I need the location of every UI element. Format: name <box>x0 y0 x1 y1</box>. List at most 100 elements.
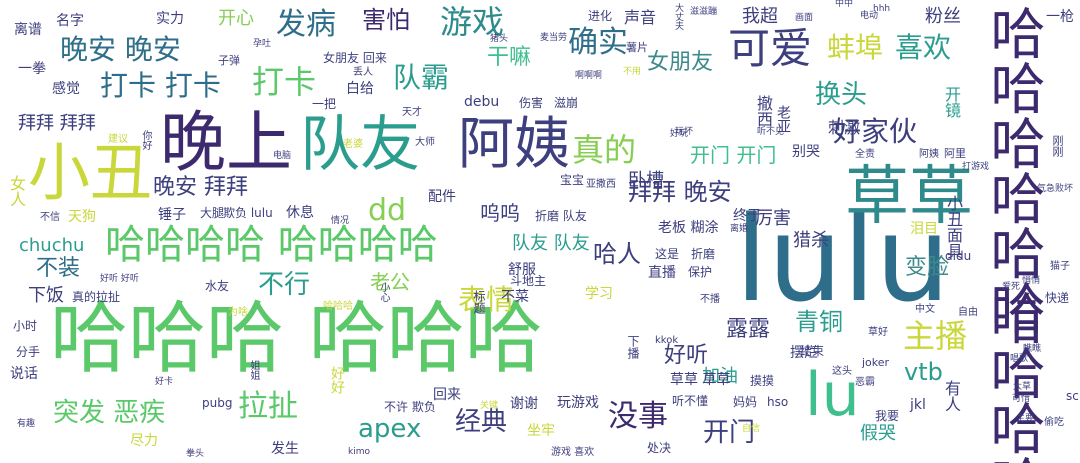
word: 有趣 <box>17 419 36 429</box>
word: 真的 <box>572 131 637 169</box>
word: 不许 欺负 <box>384 400 436 414</box>
word: 快递 <box>1045 291 1070 305</box>
word: 好家伙 <box>833 115 918 148</box>
word: 大丈夫 <box>673 3 683 30</box>
word: 呜呜 <box>480 201 520 225</box>
word: 草草 草草 <box>670 372 731 388</box>
word: 斗地主 <box>510 274 547 288</box>
word: 锤子 <box>158 207 186 223</box>
word: 女人 <box>7 175 26 207</box>
word: apex <box>358 414 422 444</box>
word: 猪头 <box>490 34 509 44</box>
word: 麦当劳 <box>540 33 568 43</box>
word: 拜拜 拜拜 <box>18 113 96 134</box>
word: 偷吃 <box>1044 417 1064 428</box>
word: 回来 <box>433 387 461 403</box>
word: dd <box>368 193 407 228</box>
word: 好听 <box>664 343 709 368</box>
word: 猫子 <box>1050 261 1070 272</box>
word: 我超 <box>742 6 778 27</box>
word: 标题 <box>472 290 486 314</box>
word: 卧槽 <box>628 170 664 191</box>
word: 阿姨 <box>919 149 939 160</box>
word: 不装 <box>36 256 81 281</box>
word: lu <box>805 360 860 430</box>
word: 折磨 队友 <box>535 209 587 223</box>
word: 刚刚 <box>1051 135 1064 157</box>
word: 滋崩 <box>554 96 579 110</box>
word: 为啥 <box>228 307 248 318</box>
word: 这头 <box>832 366 852 377</box>
word: 小心 <box>378 282 389 302</box>
word: 大腿 <box>200 206 225 220</box>
word: 滋滋蹦 <box>690 7 718 17</box>
word: 直播 <box>648 265 676 281</box>
word: 下播 <box>626 335 640 359</box>
word: didu <box>945 249 972 263</box>
word: 队霸 <box>393 61 450 94</box>
word: 游戏 喜欢 <box>551 447 595 458</box>
word: 电动 <box>860 11 879 21</box>
word: 你好 <box>140 130 151 150</box>
word: 老亚 <box>775 105 791 133</box>
word: 拜拜 晚安 <box>628 178 732 206</box>
word: sc <box>1066 389 1079 403</box>
word: 打游戏 <box>962 162 990 172</box>
word: 撤西 <box>754 95 773 127</box>
word: 学习 <box>585 286 613 302</box>
word: 确实 <box>568 25 628 60</box>
word: 情况 <box>331 216 350 226</box>
word: 摆烂 <box>790 345 818 361</box>
word: 泪目 <box>910 221 938 237</box>
word: 女朋友 回来 <box>323 51 387 65</box>
word: 老婆 <box>343 139 363 150</box>
word: 换头 <box>815 80 868 110</box>
word: kkok <box>655 335 679 346</box>
word: 天才 <box>402 107 422 118</box>
word: 离谱 <box>14 22 42 38</box>
word: 小时 <box>13 319 38 333</box>
word: 自由 <box>958 307 978 318</box>
word: 草好 <box>868 327 888 338</box>
word: 不菜 <box>501 289 529 305</box>
word: 爱死 <box>1002 282 1021 292</box>
word: 真的拉扯 <box>72 290 121 304</box>
word: 太草 <box>1013 382 1032 392</box>
word: 队友 队友 <box>512 233 590 254</box>
word: 哈哈哈 哈哈哈 <box>50 294 543 384</box>
word: 听不见 <box>757 127 785 137</box>
word: 经典 <box>455 407 508 437</box>
word: 发生 <box>271 441 299 457</box>
word: 保护 <box>688 265 713 279</box>
word: 一拳 <box>18 61 46 77</box>
word: 打卡 <box>252 63 317 101</box>
word: 队友 <box>300 110 420 180</box>
word: 刺激 <box>828 118 861 137</box>
word: 宝宝 <box>560 173 585 187</box>
word: 不播 <box>700 294 720 305</box>
word: joker <box>862 356 890 369</box>
word: 开门 开门 <box>690 143 777 167</box>
word: 好卡 <box>155 377 174 387</box>
word: 哈哈哈哈 <box>981 290 1045 463</box>
word: 伤害 <box>519 96 544 110</box>
word: 名字 <box>56 13 84 29</box>
word: 感觉 <box>52 81 80 97</box>
word: 哈哈哈 <box>323 301 353 312</box>
word: 一枪 <box>1046 9 1074 25</box>
word: 自信 <box>742 424 761 434</box>
word: 粉丝 <box>925 6 961 27</box>
word: 好玩 <box>670 129 689 139</box>
word: 变脸 <box>905 255 950 280</box>
word: 加油 <box>702 366 738 387</box>
word: 恶霸 <box>855 377 875 388</box>
word: 亚撒西 <box>586 179 616 190</box>
word: 阿姨 <box>458 112 570 177</box>
word: 老公 <box>370 270 410 294</box>
word: 青铜 <box>795 308 843 336</box>
word: 好听 好听 <box>100 274 139 284</box>
word: 哈哈哈哈 哈哈哈哈 <box>105 222 438 268</box>
word: 坐牢 <box>527 423 555 439</box>
word: 露露 <box>726 317 771 342</box>
